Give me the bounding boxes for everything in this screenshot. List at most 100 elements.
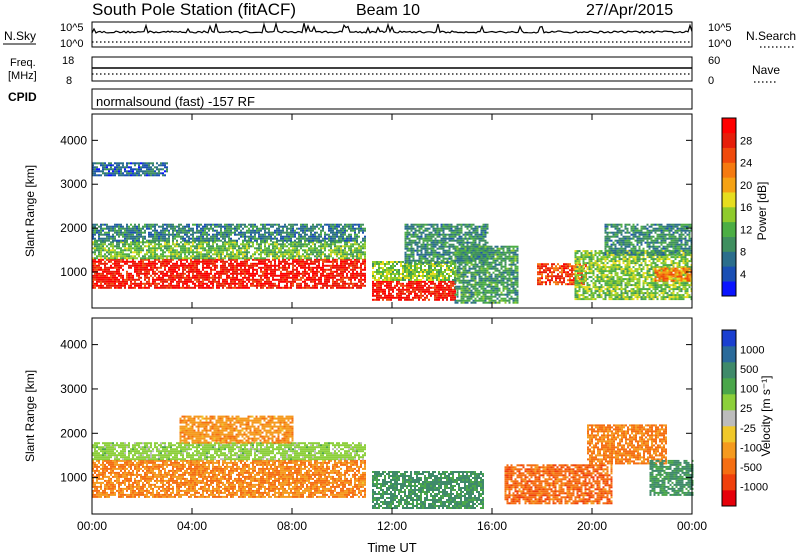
data-cell: [124, 237, 126, 240]
data-cell: [382, 273, 384, 275]
data-cell: [292, 245, 294, 248]
data-cell: [356, 260, 358, 263]
data-cell: [406, 288, 408, 291]
data-cell: [380, 261, 382, 263]
data-cell: [340, 229, 342, 232]
data-cell: [340, 258, 342, 261]
data-cell: [154, 225, 156, 228]
data-cell: [294, 251, 296, 254]
data-cell: [190, 237, 192, 240]
data-cell: [124, 253, 126, 256]
data-cell: [386, 273, 388, 275]
data-cell: [120, 251, 122, 254]
data-cell: [358, 255, 360, 258]
data-cell: [294, 257, 296, 260]
data-cell: [318, 223, 320, 226]
data-cell: [188, 270, 190, 273]
data-cell: [190, 280, 192, 283]
data-cell: [322, 253, 324, 256]
data-cell: [158, 247, 160, 250]
data-cell: [402, 271, 404, 273]
data-cell: [438, 247, 441, 250]
data-cell: [114, 253, 116, 256]
data-cell: [308, 258, 310, 261]
data-cell: [330, 245, 332, 248]
data-cell: [208, 255, 210, 258]
data-cell: [362, 245, 364, 248]
data-cell: [106, 272, 108, 275]
data-cell: [342, 253, 344, 256]
data-cell: [452, 282, 454, 285]
data-cell: [268, 286, 270, 289]
data-cell: [180, 223, 182, 226]
data-cell: [104, 278, 106, 281]
data-cell: [108, 162, 110, 165]
data-cell: [318, 264, 320, 267]
data-cell: [418, 263, 420, 265]
data-cell: [346, 245, 348, 248]
data-cell: [378, 290, 380, 293]
data-cell: [238, 237, 240, 240]
data-cell: [184, 282, 186, 285]
data-cell: [100, 282, 102, 285]
data-cell: [342, 227, 344, 230]
data-cell: [224, 231, 226, 234]
data-cell: [138, 276, 140, 279]
data-cell: [164, 241, 166, 244]
data-cell: [420, 284, 422, 287]
data-cell: [180, 272, 182, 275]
data-cell: [330, 239, 332, 242]
data-cell: [444, 237, 447, 240]
data-cell: [150, 166, 152, 169]
data-cell: [154, 231, 156, 234]
data-cell: [364, 284, 366, 287]
data-cell: [92, 164, 94, 167]
data-cell: [160, 229, 162, 232]
data-cell: [434, 282, 436, 285]
data-cell: [146, 239, 148, 242]
data-cell: [302, 225, 304, 228]
data-cell: [176, 266, 178, 269]
data-cell: [188, 229, 190, 232]
data-cell: [324, 255, 326, 258]
data-cell: [134, 229, 136, 232]
data-cell: [272, 243, 274, 246]
data-cell: [108, 164, 110, 167]
data-cell: [304, 239, 306, 242]
data-cell: [120, 260, 122, 263]
data-cell: [258, 258, 260, 261]
data-cell: [172, 225, 174, 228]
data-cell: [404, 288, 406, 291]
data-cell: [236, 266, 238, 269]
data-cell: [106, 166, 108, 169]
data-cell: [446, 225, 449, 228]
data-cell: [400, 261, 402, 263]
data-cell: [336, 251, 338, 254]
data-cell: [398, 286, 400, 289]
data-cell: [482, 235, 485, 238]
data-cell: [360, 268, 362, 271]
data-cell: [256, 231, 258, 234]
data-cell: [450, 259, 453, 262]
data-cell: [190, 257, 192, 260]
data-cell: [396, 273, 398, 275]
data-cell: [122, 235, 124, 238]
data-cell: [172, 253, 174, 256]
data-cell: [296, 262, 298, 265]
data-cell: [256, 280, 258, 283]
data-cell: [236, 245, 238, 248]
data-cell: [198, 225, 200, 228]
data-cell: [436, 275, 438, 277]
data-cell: [136, 257, 138, 260]
data-cell: [104, 266, 106, 269]
data-cell: [336, 229, 338, 232]
data-cell: [440, 273, 442, 275]
data-cell: [230, 241, 232, 244]
data-cell: [214, 276, 216, 279]
data-cell: [198, 282, 200, 285]
data-cell: [314, 262, 316, 265]
data-cell: [104, 249, 106, 252]
data-cell: [130, 272, 132, 275]
data-cell: [94, 266, 96, 269]
data-cell: [254, 264, 256, 267]
